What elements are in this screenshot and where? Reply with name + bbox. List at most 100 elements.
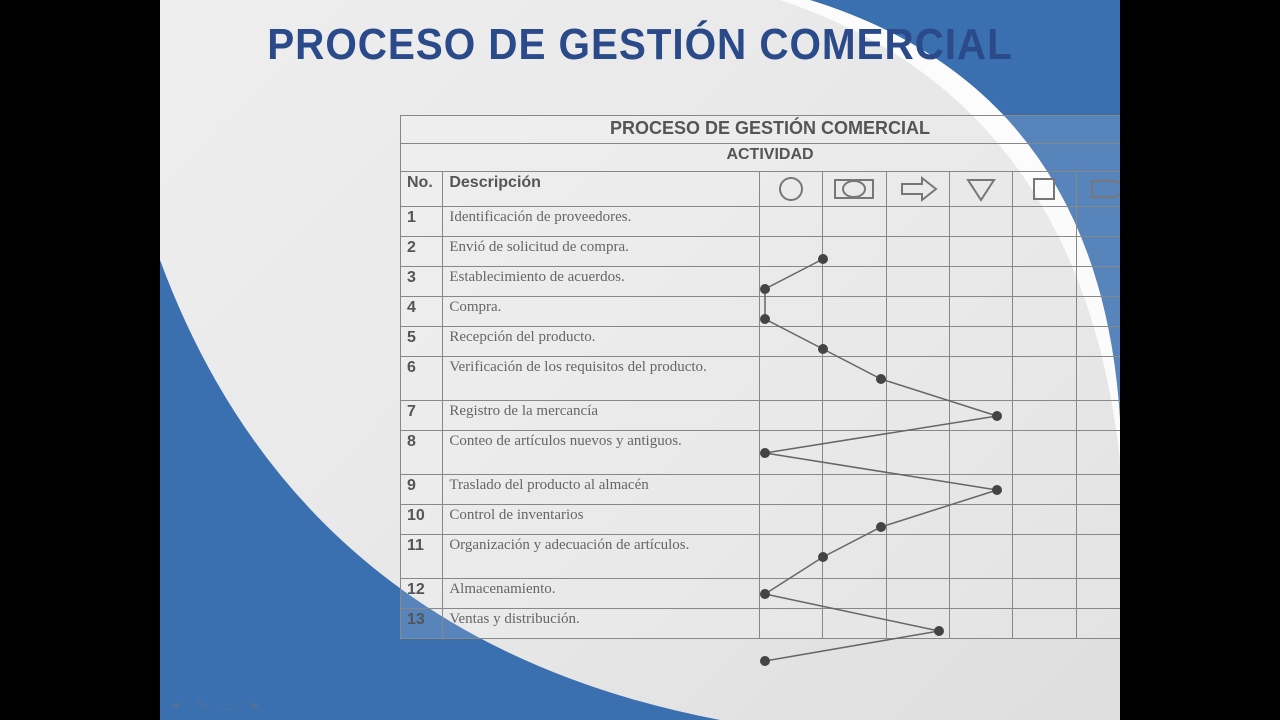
row-symbol-cell — [1013, 579, 1076, 609]
symbol-tag-icon — [1076, 172, 1120, 207]
row-symbol-cell — [886, 431, 949, 475]
row-description: Compra. — [443, 297, 760, 327]
row-symbol-cell — [760, 579, 823, 609]
row-symbol-cell — [1076, 237, 1120, 267]
nav-prev-icon[interactable]: ◄ — [168, 697, 182, 714]
row-symbol-cell — [1013, 327, 1076, 357]
table-column-headers: No. Descripción — [401, 172, 1121, 207]
row-symbol-cell — [949, 327, 1012, 357]
row-symbol-cell — [949, 297, 1012, 327]
row-description: Recepción del producto. — [443, 327, 760, 357]
table-header-main: PROCESO DE GESTIÓN COMERCIAL — [401, 116, 1121, 144]
row-symbol-cell — [886, 297, 949, 327]
symbol-square-icon — [1013, 172, 1076, 207]
row-symbol-cell — [1013, 401, 1076, 431]
row-symbol-cell — [823, 401, 886, 431]
row-number: 13 — [401, 609, 443, 639]
row-description: Control de inventarios — [443, 505, 760, 535]
row-symbol-cell — [886, 535, 949, 579]
row-symbol-cell — [886, 327, 949, 357]
row-symbol-cell — [949, 237, 1012, 267]
table-row: 13Ventas y distribución. — [401, 609, 1121, 639]
row-number: 3 — [401, 267, 443, 297]
row-symbol-cell — [1076, 327, 1120, 357]
nav-pen-icon[interactable]: ✎ — [196, 697, 208, 714]
row-description: Verificación de los requisitos del produ… — [443, 357, 760, 401]
row-symbol-cell — [1076, 297, 1120, 327]
row-symbol-cell — [886, 609, 949, 639]
row-symbol-cell — [1013, 609, 1076, 639]
row-symbol-cell — [760, 431, 823, 475]
row-symbol-cell — [760, 327, 823, 357]
row-symbol-cell — [1076, 475, 1120, 505]
row-symbol-cell — [949, 357, 1012, 401]
row-symbol-cell — [1013, 357, 1076, 401]
row-symbol-cell — [1076, 357, 1120, 401]
row-symbol-cell — [1013, 267, 1076, 297]
row-number: 7 — [401, 401, 443, 431]
row-symbol-cell — [760, 505, 823, 535]
nav-menu-icon[interactable]: ▭ — [222, 697, 235, 714]
row-symbol-cell — [823, 237, 886, 267]
table-row: 5Recepción del producto. — [401, 327, 1121, 357]
row-symbol-cell — [823, 267, 886, 297]
table-row: 10Control de inventarios — [401, 505, 1121, 535]
row-symbol-cell — [886, 579, 949, 609]
row-symbol-cell — [886, 237, 949, 267]
row-symbol-cell — [1013, 297, 1076, 327]
row-description: Ventas y distribución. — [443, 609, 760, 639]
nav-next-icon[interactable]: ► — [249, 697, 263, 714]
row-symbol-cell — [1076, 505, 1120, 535]
table-header-sub: ACTIVIDAD — [401, 144, 1121, 172]
table-row: 4Compra. — [401, 297, 1121, 327]
row-symbol-cell — [949, 475, 1012, 505]
row-symbol-cell — [1076, 267, 1120, 297]
row-description: Identificación de proveedores. — [443, 207, 760, 237]
slide-title: PROCESO DE GESTIÓN COMERCIAL — [198, 20, 1081, 70]
table-row: 9Traslado del producto al almacén — [401, 475, 1121, 505]
row-symbol-cell — [886, 207, 949, 237]
row-description: Envió de solicitud de compra. — [443, 237, 760, 267]
row-number: 10 — [401, 505, 443, 535]
row-description: Conteo de artículos nuevos y antiguos. — [443, 431, 760, 475]
table-row: 11Organización y adecuación de artículos… — [401, 535, 1121, 579]
table-row: 6Verificación de los requisitos del prod… — [401, 357, 1121, 401]
row-symbol-cell — [760, 609, 823, 639]
row-description: Organización y adecuación de artículos. — [443, 535, 760, 579]
slide: PROCESO DE GESTIÓN COMERCIAL PROCESO DE … — [160, 0, 1120, 720]
row-symbol-cell — [1013, 431, 1076, 475]
row-symbol-cell — [949, 505, 1012, 535]
row-symbol-cell — [760, 237, 823, 267]
row-symbol-cell — [949, 609, 1012, 639]
row-symbol-cell — [1076, 431, 1120, 475]
row-symbol-cell — [1076, 535, 1120, 579]
col-desc-label: Descripción — [443, 172, 760, 207]
row-symbol-cell — [949, 535, 1012, 579]
slide-nav-icons: ◄ ✎ ▭ ► — [168, 697, 263, 714]
table-body: 1Identificación de proveedores.2Envió de… — [401, 207, 1121, 639]
row-number: 2 — [401, 237, 443, 267]
row-symbol-cell — [1076, 579, 1120, 609]
row-number: 5 — [401, 327, 443, 357]
symbol-rounded-rect-icon — [823, 172, 886, 207]
row-symbol-cell — [886, 357, 949, 401]
symbol-arrow-icon — [886, 172, 949, 207]
row-number: 9 — [401, 475, 443, 505]
row-symbol-cell — [1013, 207, 1076, 237]
row-symbol-cell — [760, 475, 823, 505]
table-row: 8Conteo de artículos nuevos y antiguos. — [401, 431, 1121, 475]
row-symbol-cell — [760, 207, 823, 237]
row-symbol-cell — [1076, 609, 1120, 639]
row-number: 12 — [401, 579, 443, 609]
row-description: Almacenamiento. — [443, 579, 760, 609]
row-symbol-cell — [823, 297, 886, 327]
row-number: 6 — [401, 357, 443, 401]
row-symbol-cell — [1013, 535, 1076, 579]
process-table-wrap: PROCESO DE GESTIÓN COMERCIAL ACTIVIDAD N… — [400, 115, 1120, 639]
table-row: 3Establecimiento de acuerdos. — [401, 267, 1121, 297]
row-symbol-cell — [823, 357, 886, 401]
process-table: PROCESO DE GESTIÓN COMERCIAL ACTIVIDAD N… — [400, 115, 1120, 639]
row-symbol-cell — [760, 401, 823, 431]
row-symbol-cell — [949, 579, 1012, 609]
symbol-triangle-down-icon — [949, 172, 1012, 207]
